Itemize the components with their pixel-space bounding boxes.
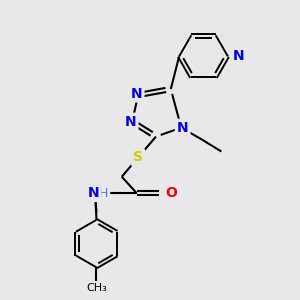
Text: N: N (131, 86, 142, 100)
Text: N: N (177, 121, 188, 135)
Text: N: N (88, 186, 100, 200)
Text: CH₃: CH₃ (86, 283, 107, 292)
Text: O: O (165, 186, 177, 200)
Text: H: H (99, 187, 108, 200)
Text: N: N (233, 50, 245, 63)
Text: S: S (133, 150, 143, 164)
Text: N: N (125, 115, 136, 129)
